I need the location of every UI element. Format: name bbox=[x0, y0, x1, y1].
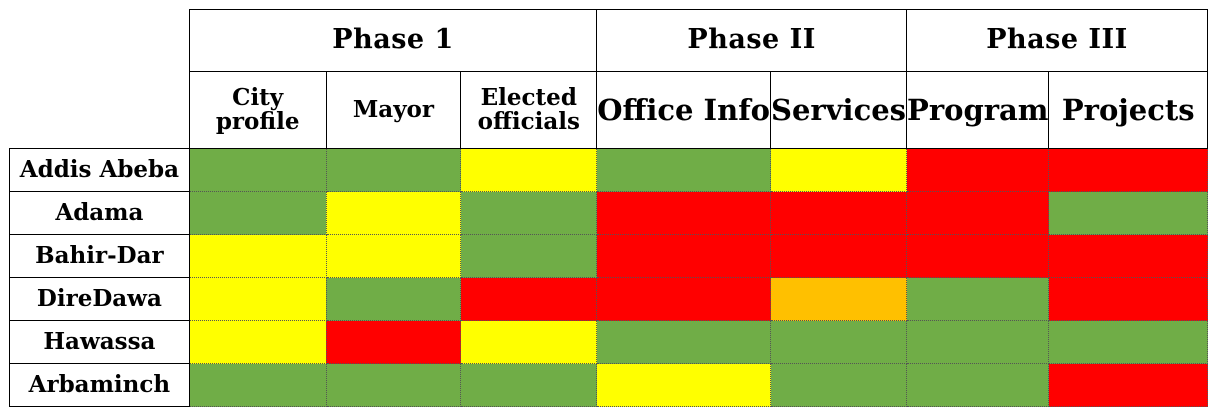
phase-header-row: Phase 1 Phase II Phase III bbox=[9, 9, 1208, 72]
status-cell-green bbox=[770, 363, 908, 407]
status-cell-red bbox=[1048, 234, 1208, 278]
row-label: DireDawa bbox=[9, 277, 190, 321]
status-cell-green bbox=[460, 363, 598, 407]
column-header-5: Services bbox=[770, 71, 908, 149]
status-cell-yellow bbox=[188, 320, 327, 364]
status-cell-green bbox=[596, 148, 772, 192]
status-cell-red bbox=[325, 320, 462, 364]
table-row: Adama bbox=[9, 191, 1208, 235]
table-row: DireDawa bbox=[9, 277, 1208, 321]
status-cell-green bbox=[325, 148, 462, 192]
status-cell-red bbox=[906, 148, 1050, 192]
matrix-body: Addis Abeba Adama Bahir-Dar DireDawa Hawassa… bbox=[9, 148, 1208, 407]
status-cell-yellow bbox=[460, 320, 598, 364]
status-cell-green bbox=[1048, 191, 1208, 235]
row-label: Addis Abeba bbox=[9, 148, 190, 192]
phase-header-3: Phase III bbox=[906, 9, 1208, 72]
table-row: Hawassa bbox=[9, 320, 1208, 364]
status-cell-red bbox=[770, 191, 908, 235]
row-label: Hawassa bbox=[9, 320, 190, 364]
status-cell-yellow bbox=[770, 148, 908, 192]
status-cell-green bbox=[770, 320, 908, 364]
status-cell-red bbox=[596, 191, 772, 235]
status-cell-yellow bbox=[188, 277, 327, 321]
column-header-3: Elected officials bbox=[460, 71, 598, 149]
column-header-4: Office Info bbox=[596, 71, 772, 149]
status-matrix-table: Phase 1 Phase II Phase III City profile Mayo… bbox=[9, 9, 1208, 407]
status-cell-yellow bbox=[460, 148, 598, 192]
status-cell-green bbox=[906, 320, 1050, 364]
status-cell-green bbox=[188, 191, 327, 235]
table-row: Addis Abeba bbox=[9, 148, 1208, 192]
status-cell-red bbox=[1048, 148, 1208, 192]
status-cell-yellow bbox=[325, 234, 462, 278]
status-cell-green bbox=[596, 320, 772, 364]
status-cell-green bbox=[460, 234, 598, 278]
column-header-6: Program bbox=[906, 71, 1050, 149]
table-row: Bahir-Dar bbox=[9, 234, 1208, 278]
status-cell-yellow bbox=[596, 363, 772, 407]
status-cell-green bbox=[1048, 320, 1208, 364]
phase-header-1: Phase 1 bbox=[188, 9, 598, 72]
corner-cell bbox=[9, 9, 190, 72]
status-cell-green bbox=[906, 363, 1050, 407]
table-row: Arbaminch bbox=[9, 363, 1208, 407]
status-cell-green bbox=[188, 148, 327, 192]
status-cell-red bbox=[770, 234, 908, 278]
status-cell-red bbox=[1048, 277, 1208, 321]
status-cell-orange bbox=[770, 277, 908, 321]
status-cell-green bbox=[325, 363, 462, 407]
row-label: Adama bbox=[9, 191, 190, 235]
column-header-7: Projects bbox=[1048, 71, 1208, 149]
status-cell-yellow bbox=[188, 234, 327, 278]
column-header-row: City profile Mayor Elected officials Office I… bbox=[9, 71, 1208, 149]
status-cell-red bbox=[596, 277, 772, 321]
column-header-2: Mayor bbox=[325, 71, 462, 149]
row-label: Arbaminch bbox=[9, 363, 190, 407]
status-cell-yellow bbox=[325, 191, 462, 235]
status-cell-red bbox=[460, 277, 598, 321]
corner-cell bbox=[9, 71, 190, 149]
status-cell-red bbox=[596, 234, 772, 278]
status-cell-green bbox=[188, 363, 327, 407]
phase-header-2: Phase II bbox=[596, 9, 908, 72]
status-cell-green bbox=[325, 277, 462, 321]
column-header-1: City profile bbox=[188, 71, 327, 149]
status-cell-red bbox=[1048, 363, 1208, 407]
status-cell-green bbox=[460, 191, 598, 235]
status-cell-red bbox=[906, 234, 1050, 278]
status-cell-red bbox=[906, 191, 1050, 235]
row-label: Bahir-Dar bbox=[9, 234, 190, 278]
status-cell-green bbox=[906, 277, 1050, 321]
